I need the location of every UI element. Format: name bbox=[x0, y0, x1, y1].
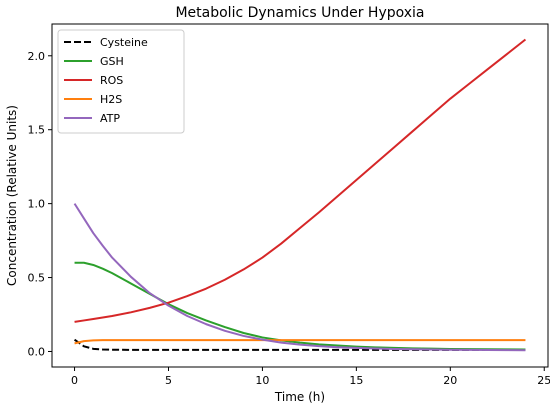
legend-box bbox=[57, 29, 185, 134]
legend: Cysteine GSH ROS H2S ATP bbox=[57, 29, 185, 134]
y-axis: 0.0 0.5 1.0 1.5 2.0 bbox=[28, 50, 52, 358]
x-tick-label: 15 bbox=[349, 374, 363, 387]
series-layer bbox=[73, 38, 527, 352]
series-line-ros bbox=[74, 38, 527, 323]
legend-label-atp: ATP bbox=[100, 112, 120, 125]
legend-label-h2s: H2S bbox=[100, 93, 122, 106]
chart-title: Metabolic Dynamics Under Hypoxia bbox=[175, 5, 424, 21]
y-tick-label: 2.0 bbox=[28, 50, 46, 63]
legend-label-gsh: GSH bbox=[100, 55, 124, 68]
legend-label-ros: ROS bbox=[100, 74, 123, 87]
x-tick-label: 10 bbox=[255, 374, 269, 387]
x-axis-label: Time (h) bbox=[274, 390, 325, 404]
x-tick-label: 25 bbox=[537, 374, 550, 387]
x-tick-label: 5 bbox=[165, 374, 172, 387]
y-axis-label: Concentration (Relative Units) bbox=[5, 105, 19, 286]
legend-label-cysteine: Cysteine bbox=[100, 36, 148, 49]
series-line-atp bbox=[73, 203, 526, 352]
x-axis: 0 5 10 15 20 25 bbox=[71, 367, 550, 387]
y-tick-label: 0.0 bbox=[28, 345, 46, 358]
y-tick-label: 1.0 bbox=[28, 198, 46, 211]
y-tick-label: 0.5 bbox=[28, 272, 46, 285]
series-line-h2s bbox=[74, 339, 526, 345]
x-tick-label: 0 bbox=[71, 374, 78, 387]
y-tick-label: 1.5 bbox=[28, 124, 46, 137]
x-tick-label: 20 bbox=[443, 374, 457, 387]
